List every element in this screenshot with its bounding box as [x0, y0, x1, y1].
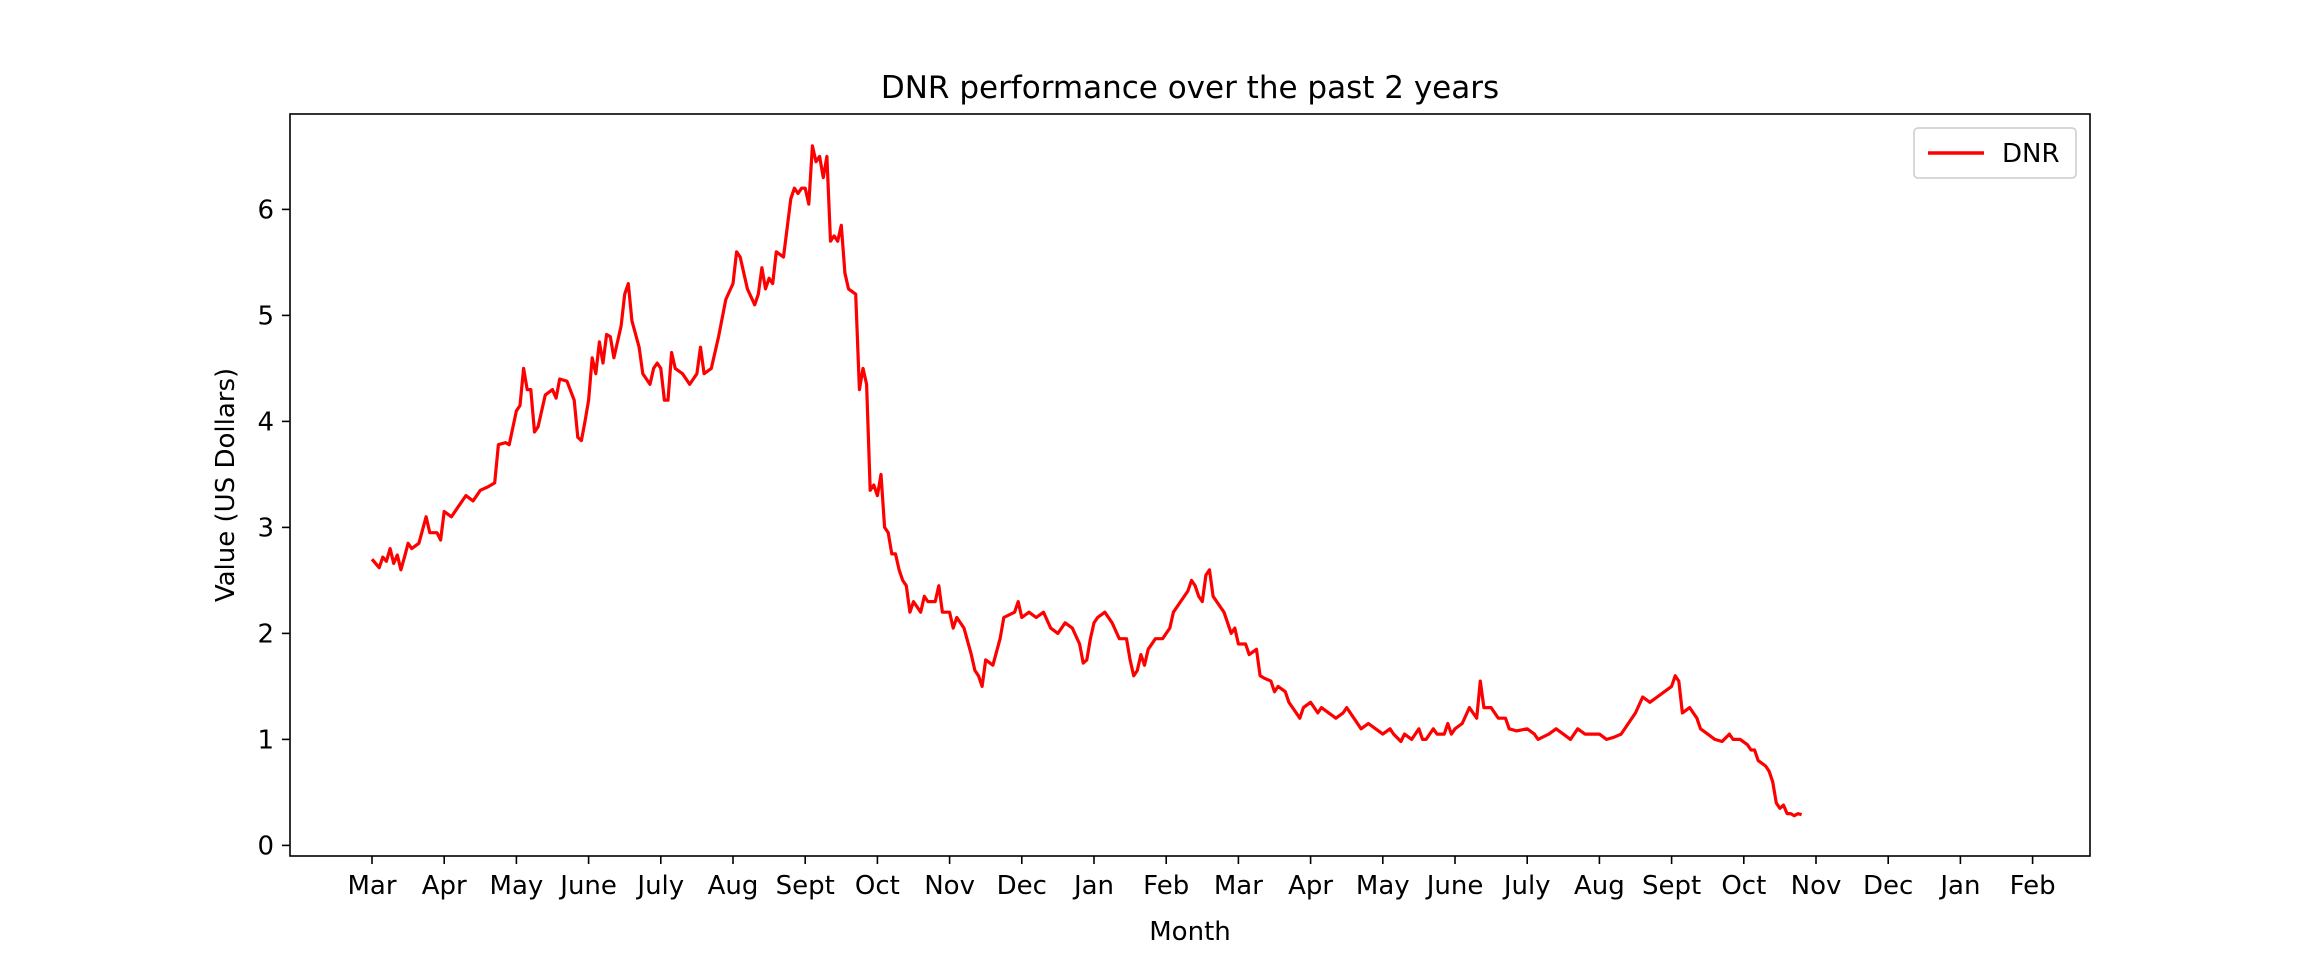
plot-area-background [290, 114, 2090, 856]
x-tick-label: Nov [924, 871, 975, 901]
y-tick-label: 3 [257, 513, 274, 543]
series-line-dnr [370, 144, 1803, 818]
x-tick-label: June [1425, 871, 1484, 901]
legend-label-dnr: DNR [2002, 139, 2060, 169]
y-tick-label: 0 [257, 831, 274, 861]
x-tick-label: Nov [1791, 871, 1842, 901]
y-tick-label: 1 [257, 725, 274, 755]
x-tick-label: Aug [708, 871, 759, 901]
x-axis-label: Month [1149, 917, 1231, 947]
x-axis: Mar Apr May June July Aug Sept Oct Nov Dec Jan Feb M… [347, 856, 2056, 901]
x-tick-label: Apr [1288, 871, 1333, 901]
x-tick-label: July [1502, 871, 1551, 901]
x-tick-label: Dec [997, 871, 1047, 901]
x-tick-label: June [558, 871, 617, 901]
legend: DNR [1913, 127, 2077, 179]
x-tick-label: May [1356, 871, 1410, 901]
x-tick-label: Oct [855, 871, 900, 901]
x-tick-label: Mar [347, 871, 396, 901]
x-tick-label: May [490, 871, 544, 901]
chart-title: DNR performance over the past 2 years [881, 70, 1499, 106]
x-tick-label: Oct [1721, 871, 1766, 901]
x-tick-label: Apr [422, 871, 467, 901]
series-layer [370, 144, 1803, 818]
y-tick-label: 5 [257, 301, 274, 331]
x-tick-label: Feb [1143, 871, 1189, 901]
legend-box [1913, 127, 2077, 179]
x-tick-label: Sept [776, 871, 835, 901]
y-tick-label: 4 [257, 407, 274, 437]
y-tick-label: 6 [257, 195, 274, 225]
y-tick-label: 2 [257, 619, 274, 649]
x-tick-label: July [635, 871, 684, 901]
x-tick-label: Jan [1938, 871, 1980, 901]
y-axis-label: Value (US Dollars) [211, 368, 241, 602]
x-tick-label: Dec [1863, 871, 1913, 901]
x-tick-label: Jan [1072, 871, 1114, 901]
plot-frame [289, 113, 2091, 857]
x-tick-label: Feb [2010, 871, 2056, 901]
x-tick-label: Aug [1574, 871, 1625, 901]
x-tick-label: Sept [1642, 871, 1701, 901]
y-axis: 0 1 2 3 4 5 6 [257, 195, 290, 861]
x-tick-label: Mar [1214, 871, 1263, 901]
